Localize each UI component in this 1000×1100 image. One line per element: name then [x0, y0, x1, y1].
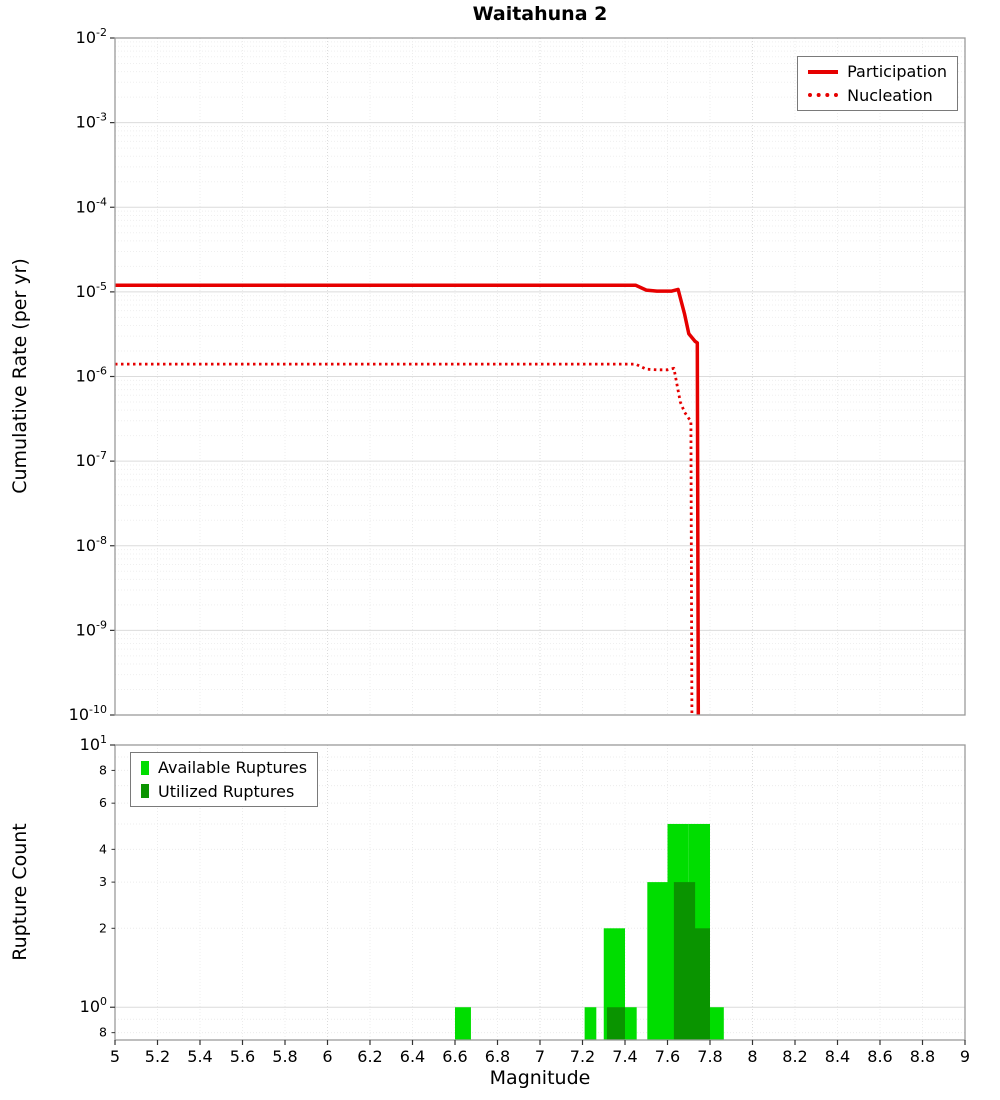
series-line-nucleation — [115, 362, 694, 716]
x-tick-label: 7.6 — [655, 1047, 680, 1066]
legend-item-available-ruptures: Available Ruptures — [141, 759, 307, 777]
x-tick-label: 9 — [960, 1047, 970, 1066]
legend-label-participation: Participation — [847, 62, 947, 81]
y-tick-label: 10-5 — [76, 280, 107, 301]
utilized-ruptures-bar — [606, 1007, 625, 1040]
available-ruptures-bar — [584, 1007, 597, 1040]
panel-border — [114, 37, 966, 716]
y-tick-label: 10-9 — [76, 618, 107, 639]
x-tick-label: 5.2 — [145, 1047, 170, 1066]
legend-label-available: Available Ruptures — [158, 758, 308, 777]
available-ruptures-bar — [710, 1007, 724, 1040]
y-minor-tick-label: 4 — [99, 841, 107, 856]
x-tick-label: 6 — [322, 1047, 332, 1066]
utilized-ruptures-swatch — [141, 784, 149, 799]
x-tick-label: 8.4 — [825, 1047, 850, 1066]
y-tick-label: 10-3 — [76, 111, 107, 132]
y-tick-label: 10-7 — [76, 449, 107, 470]
y-tick-label: 101 — [80, 733, 107, 754]
x-tick-label: 6.6 — [442, 1047, 467, 1066]
x-tick-label: 5.6 — [230, 1047, 255, 1066]
top-y-axis-label: Cumulative Rate (per yr) — [9, 258, 31, 494]
x-tick-label: 8.6 — [867, 1047, 892, 1066]
series-line-participation — [115, 283, 701, 716]
y-tick-label: 10-6 — [76, 365, 107, 386]
legend-item-nucleation: Nucleation — [808, 85, 947, 105]
x-tick-label: 5.8 — [272, 1047, 297, 1066]
y-tick-label: 100 — [80, 995, 107, 1016]
x-tick-label: 7 — [535, 1047, 545, 1066]
legend-ruptures: Available Ruptures Utilized Ruptures — [130, 752, 319, 808]
y-tick-label: 10-8 — [76, 534, 107, 555]
utilized-ruptures-bar — [688, 928, 710, 1040]
x-tick-label: 6.2 — [357, 1047, 382, 1066]
x-axis-label: Magnitude — [489, 1067, 591, 1089]
x-tick-label: 7.8 — [697, 1047, 722, 1066]
legend-item-participation: Participation — [808, 63, 947, 81]
x-tick-label: 7.2 — [570, 1047, 595, 1066]
y-minor-tick-label: 8 — [99, 1025, 107, 1040]
nucleation-line-swatch — [808, 93, 839, 98]
legend-label-nucleation: Nucleation — [847, 85, 933, 105]
y-tick-label: 10-4 — [76, 195, 107, 216]
x-tick-label: 7.4 — [612, 1047, 637, 1066]
y-tick-label: 10-2 — [76, 26, 107, 47]
x-tick-label: 6.4 — [400, 1047, 425, 1066]
available-ruptures-bar — [647, 882, 668, 1040]
x-tick-label: 8.8 — [910, 1047, 935, 1066]
y-minor-tick-label: 2 — [99, 920, 107, 935]
y-minor-tick-label: 6 — [99, 795, 107, 810]
x-tick-label: 6.8 — [485, 1047, 510, 1066]
legend-item-utilized-ruptures: Utilized Ruptures — [141, 781, 307, 801]
available-ruptures-bar — [455, 1007, 471, 1040]
participation-line-swatch — [808, 69, 839, 74]
chart-title: Waitahuna 2 — [472, 3, 608, 25]
y-minor-tick-label: 3 — [99, 874, 107, 889]
x-tick-label: 5 — [110, 1047, 120, 1066]
x-tick-label: 8.2 — [782, 1047, 807, 1066]
y-tick-label: 10-10 — [69, 703, 107, 724]
available-ruptures-swatch — [141, 760, 149, 775]
x-tick-label: 8 — [747, 1047, 757, 1066]
y-minor-tick-label: 8 — [99, 762, 107, 777]
x-tick-label: 5.4 — [187, 1047, 212, 1066]
available-ruptures-bar — [625, 1007, 637, 1040]
legend-rate: Participation Nucleation — [797, 56, 958, 112]
bottom-y-axis-label: Rupture Count — [9, 823, 31, 961]
legend-label-utilized: Utilized Ruptures — [158, 781, 295, 801]
